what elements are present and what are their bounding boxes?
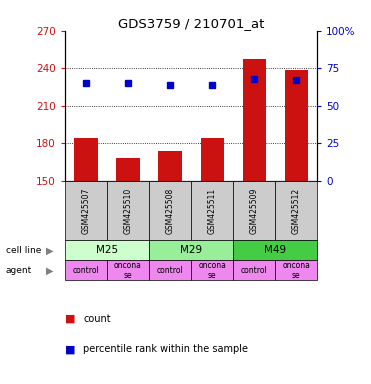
Text: M25: M25 [96,245,118,255]
Bar [243,60,266,181]
Text: oncona
se: oncona se [282,261,310,280]
Text: GSM425512: GSM425512 [292,187,301,233]
Bar [149,181,191,240]
Text: M29: M29 [180,245,202,255]
Text: M49: M49 [264,245,286,255]
Text: control: control [241,266,267,275]
Bar [200,138,224,181]
Text: oncona
se: oncona se [198,261,226,280]
Text: oncona
se: oncona se [114,261,142,280]
Text: GSM425511: GSM425511 [208,187,217,233]
Text: ■: ■ [65,344,75,354]
Text: GSM425508: GSM425508 [165,187,174,234]
Bar [65,260,107,280]
Text: control: control [157,266,183,275]
Text: GSM425510: GSM425510 [124,187,132,234]
Bar [74,138,98,181]
Text: percentile rank within the sample: percentile rank within the sample [83,344,249,354]
Bar [275,260,317,280]
Text: agent: agent [6,266,32,275]
Title: GDS3759 / 210701_at: GDS3759 / 210701_at [118,17,264,30]
Bar [233,181,275,240]
Bar [107,260,149,280]
Bar [158,151,181,181]
Bar [275,181,317,240]
Text: control: control [73,266,99,275]
Bar [233,240,317,260]
Text: GSM425507: GSM425507 [82,187,91,234]
Text: GSM425509: GSM425509 [250,187,259,234]
Text: cell line: cell line [6,246,41,255]
Bar [65,181,107,240]
Bar [116,158,139,181]
Text: ■: ■ [65,314,75,324]
Text: count: count [83,314,111,324]
Bar [191,260,233,280]
Bar [107,181,149,240]
Bar [233,260,275,280]
Bar [149,260,191,280]
Bar [65,240,149,260]
Bar [149,240,233,260]
Text: ▶: ▶ [46,245,54,255]
Bar [191,181,233,240]
Text: ▶: ▶ [46,265,54,275]
Bar [285,70,308,181]
